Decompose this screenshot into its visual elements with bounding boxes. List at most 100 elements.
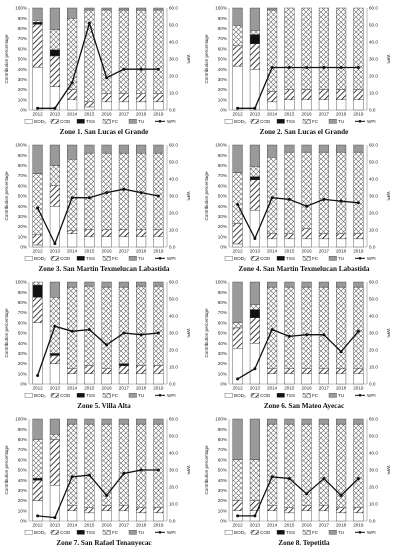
legend-swatch <box>128 530 137 535</box>
bar-segment <box>318 238 329 248</box>
left-tick-label: 80% <box>218 163 227 168</box>
wpi-point <box>305 333 309 337</box>
legend-swatch <box>328 393 337 398</box>
bar-segment <box>67 18 78 90</box>
bar-segment <box>67 7 78 19</box>
bar-segment <box>249 144 260 167</box>
legend-label: COD <box>60 256 71 261</box>
left-tick-label: 10% <box>218 97 227 102</box>
left-tick-label: 70% <box>18 310 27 315</box>
wpi-point <box>122 67 126 71</box>
left-tick-label: 20% <box>18 224 27 229</box>
right-tick-label: 50.0 <box>169 297 178 302</box>
left-tick-label: 40% <box>218 478 227 483</box>
wpi-point <box>53 242 57 246</box>
x-tick-label: 2018 <box>136 249 147 254</box>
bar-segment <box>32 22 43 25</box>
legend-label: COD <box>260 119 271 124</box>
legend-label: TU <box>338 256 344 261</box>
bar-segment <box>118 363 129 366</box>
bar-segment <box>232 223 243 245</box>
left-tick-label: 0% <box>220 519 227 524</box>
bar-segment <box>118 101 129 111</box>
bar-segment <box>84 152 95 230</box>
left-tick-label: 50% <box>218 194 227 199</box>
wpi-series-line <box>36 325 159 376</box>
right-tick-label: 20.0 <box>169 485 178 490</box>
wpi-point <box>253 367 257 371</box>
y-axis-label-right: WPI <box>385 54 391 63</box>
x-tick-label: 2017 <box>319 386 330 391</box>
wpi-point <box>36 106 40 110</box>
legend-label: TSS <box>86 119 95 124</box>
bar-segment <box>136 144 147 154</box>
bar-segment <box>101 505 112 511</box>
x-tick-label: 2013 <box>50 112 61 117</box>
legend-label: BOD₅ <box>34 393 46 398</box>
bar-segment <box>284 281 295 288</box>
bar-segment <box>49 434 60 440</box>
wpi-point <box>70 329 74 333</box>
bar-segment <box>118 152 129 230</box>
y-axis-label-right: WPI <box>385 328 391 337</box>
bar-segment <box>267 368 278 374</box>
x-tick-label: 2016 <box>102 386 113 391</box>
right-tick-label: 20.0 <box>169 211 178 216</box>
x-tick-label: 2015 <box>84 386 95 391</box>
bar-segment <box>153 285 164 366</box>
left-tick-label: 0% <box>20 519 27 524</box>
wpi-point <box>322 66 326 69</box>
left-tick-label: 60% <box>218 320 227 325</box>
bar-segment <box>284 507 295 514</box>
wpi-point <box>339 66 343 69</box>
bar-segment <box>336 373 347 385</box>
x-tick-label: 2016 <box>302 523 313 528</box>
left-tick-label: 40% <box>18 204 27 209</box>
left-tick-label: 50% <box>18 331 27 336</box>
bar-segment <box>84 365 95 374</box>
bar-segment <box>284 286 295 369</box>
x-tick-label: 2012 <box>33 523 44 528</box>
bar-segment <box>136 9 147 94</box>
bar-segment <box>336 89 347 100</box>
wpi-point <box>236 203 240 206</box>
bar-segment <box>118 423 129 506</box>
bar-segment <box>353 238 364 248</box>
wpi-series-line <box>37 21 159 109</box>
x-tick-label: 2012 <box>233 386 244 391</box>
right-tick-label: 60.0 <box>369 6 378 11</box>
legend-swatch <box>224 119 233 124</box>
right-tick-label: 20.0 <box>169 348 178 353</box>
legend-swatch <box>76 119 85 124</box>
legend-swatch <box>224 530 233 535</box>
left-tick-label: 100% <box>215 6 227 11</box>
bar-segment <box>153 101 164 111</box>
legend-label: TSS <box>286 119 295 124</box>
bar-segment <box>84 229 95 238</box>
wpi-point <box>356 329 360 333</box>
bar-segment <box>249 210 260 248</box>
legend-label: FC <box>312 256 319 261</box>
wpi-point <box>139 468 143 472</box>
bar-segment <box>336 151 347 234</box>
legend-swatch <box>76 256 85 261</box>
right-tick-label: 60.0 <box>169 6 178 11</box>
y-axis-label-right: WPI <box>385 465 391 474</box>
left-tick-label: 90% <box>18 427 27 432</box>
bar-segment <box>318 286 329 369</box>
x-tick-label: 2012 <box>33 249 44 254</box>
wpi-point <box>322 477 326 480</box>
left-tick-label: 40% <box>18 341 27 346</box>
bar-segment <box>267 144 278 158</box>
right-tick-label: 40.0 <box>369 314 378 319</box>
left-tick-label: 80% <box>18 300 27 305</box>
left-tick-label: 100% <box>215 143 227 148</box>
right-tick-label: 30.0 <box>369 331 378 336</box>
wpi-point <box>270 328 274 332</box>
legend-swatch <box>76 530 85 535</box>
bar-segment <box>267 510 278 522</box>
bar-segment <box>232 500 243 511</box>
legend-label: TU <box>138 256 144 261</box>
bar-segment <box>353 373 364 385</box>
chart-title: Zone 8. Tepetitla <box>278 539 330 547</box>
